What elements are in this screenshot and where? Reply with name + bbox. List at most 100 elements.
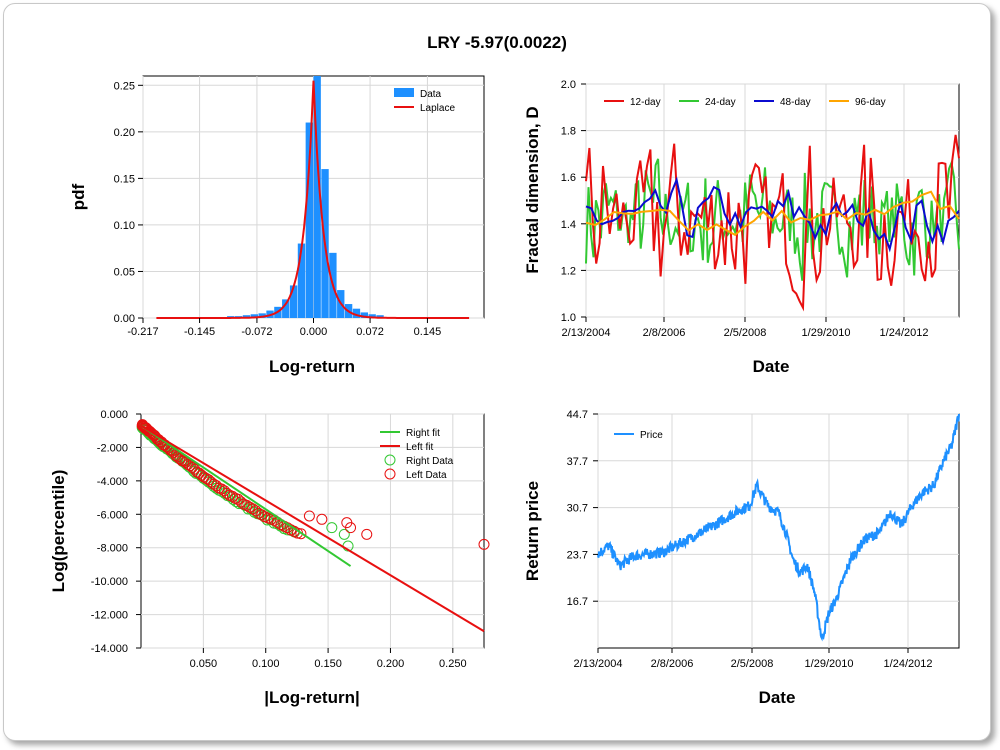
- price-panel: 2/13/2004 2/8/2006 2/5/2008 1/29/2010 1/24/2…: [523, 409, 960, 707]
- fractal-ylabel: Fractal dimension, D: [523, 106, 542, 273]
- y-tick-label: 1.4: [561, 219, 576, 231]
- histogram-bar: [297, 243, 306, 318]
- histogram-bar: [250, 314, 258, 318]
- left-data-point: [172, 451, 184, 463]
- x-tick-label: 0.145: [414, 326, 442, 338]
- left-data-point: [345, 522, 357, 534]
- left-data-point: [478, 538, 490, 550]
- left-data-point: [221, 487, 233, 499]
- legend-label-right-data: Right Data: [406, 456, 454, 467]
- left-data-point: [210, 480, 222, 492]
- x-tick-label: -0.145: [184, 326, 215, 338]
- y-tick-label: 1.2: [561, 265, 576, 277]
- histogram-bar: [242, 315, 251, 318]
- chart-title: LRY -5.97(0.0022): [427, 33, 567, 52]
- legend-swatch-data: [394, 88, 414, 97]
- y-tick-label: 1.8: [561, 126, 576, 138]
- x-tick-label: -0.072: [241, 326, 272, 338]
- x-tick-label: 0.150: [314, 658, 342, 670]
- left-data-point: [250, 505, 262, 517]
- histogram-bar: [360, 312, 368, 318]
- fractal-xlabel: Date: [753, 357, 790, 376]
- y-tick-label: 0.05: [114, 266, 135, 278]
- y-tick-label: 2.0: [561, 79, 576, 91]
- y-tick-label: -12.000: [91, 610, 128, 622]
- fractal-panel: 2/13/2004 2/8/2006 2/5/2008 1/29/2010 1/24/2…: [523, 79, 960, 376]
- price-ylabel: Return price: [523, 481, 542, 581]
- y-tick-label: -6.000: [97, 509, 128, 521]
- legend-label-12day: 12-day: [630, 97, 661, 108]
- y-tick-label: 0.00: [114, 313, 135, 325]
- left-data-point: [316, 513, 328, 525]
- fractal-legend: 12-day 24-day 48-day 96-day: [604, 97, 886, 108]
- y-tick-label: 0.15: [114, 173, 135, 185]
- right-data-point: [338, 528, 350, 540]
- x-tick-label: 1/24/2012: [884, 658, 933, 670]
- legend-label-24day: 24-day: [705, 97, 736, 108]
- pdf-ylabel: pdf: [69, 183, 88, 210]
- y-tick-label: -10.000: [91, 576, 128, 588]
- left-data-point: [303, 510, 315, 522]
- x-tick-label: 1/29/2010: [805, 658, 854, 670]
- fractal-series-line-24-day: [585, 134, 960, 312]
- right-fit-line: [140, 424, 352, 567]
- left-data-point: [256, 509, 268, 521]
- y-tick-label: 0.25: [114, 80, 135, 92]
- y-tick-label: -8.000: [97, 543, 128, 555]
- x-tick-label: 0.100: [252, 658, 280, 670]
- y-tick-label: -2.000: [97, 442, 128, 454]
- histogram-bar: [352, 308, 361, 318]
- legend-swatch-left-data: [384, 468, 396, 480]
- x-tick-label: 0.050: [190, 658, 218, 670]
- tail-ylabel: Log(percentile): [49, 470, 68, 593]
- pdf-xlabel: Log-return: [269, 357, 355, 376]
- laplace-curve: [156, 80, 470, 319]
- x-tick-label: 2/13/2004: [574, 658, 623, 670]
- histogram-bar: [258, 313, 266, 318]
- left-data-point: [241, 499, 253, 511]
- y-tick-label: 37.7: [567, 456, 588, 468]
- price-legend: Price: [614, 430, 663, 441]
- y-tick-label: -4.000: [97, 476, 128, 488]
- y-tick-label: -14.000: [91, 643, 128, 655]
- left-data-point: [235, 496, 247, 508]
- x-tick-label: 1/29/2010: [802, 327, 851, 339]
- y-tick-label: 30.7: [567, 503, 588, 515]
- tail-panel: 0.050 0.100 0.150 0.200 0.250 0.000 -2.000 -4.0…: [49, 409, 490, 707]
- histogram-bar: [305, 122, 313, 319]
- legend-label-96day: 96-day: [855, 97, 886, 108]
- x-tick-label: 1/24/2012: [880, 327, 929, 339]
- tail-plot-area: [140, 413, 485, 649]
- legend-label-48day: 48-day: [780, 97, 811, 108]
- fractal-series-line-12-day: [585, 158, 960, 281]
- histogram-bar: [368, 314, 376, 318]
- y-tick-label: 0.20: [114, 127, 135, 139]
- legend-label-left-fit: Left fit: [406, 442, 433, 453]
- tail-xlabel: |Log-return|: [264, 688, 359, 707]
- pdf-legend: Data Laplace: [394, 88, 455, 114]
- x-tick-label: 2/5/2008: [724, 327, 767, 339]
- legend-label-laplace: Laplace: [420, 103, 455, 114]
- x-tick-label: -0.217: [127, 326, 158, 338]
- tail-legend: Right fit Left fit Right Data Left Data: [380, 428, 454, 481]
- y-tick-label: 0.000: [100, 409, 128, 421]
- x-tick-label: 2/8/2006: [651, 658, 694, 670]
- y-tick-label: 1.0: [561, 312, 576, 324]
- histogram-bar: [376, 315, 384, 318]
- fractal-series-line-48-day: [585, 176, 960, 253]
- legend-label-right-fit: Right fit: [406, 428, 440, 439]
- right-data-point: [326, 522, 338, 534]
- price-line: [597, 413, 960, 642]
- x-tick-label: 0.072: [356, 326, 384, 338]
- left-data-point: [361, 528, 373, 540]
- y-tick-label: 16.7: [567, 596, 588, 608]
- legend-label-price: Price: [640, 430, 663, 441]
- histogram-bar: [289, 285, 298, 318]
- pdf-panel: -0.217 -0.145 -0.072 0.000 0.072 0.145 0.00 0.0…: [69, 75, 485, 376]
- x-tick-label: 0.200: [377, 658, 405, 670]
- fractal-plot-area: [585, 83, 960, 318]
- histogram-bar: [313, 76, 321, 318]
- legend-swatch-right-data: [384, 454, 396, 466]
- fractal-series-line-96-day: [585, 190, 960, 237]
- y-tick-label: 44.7: [567, 409, 588, 421]
